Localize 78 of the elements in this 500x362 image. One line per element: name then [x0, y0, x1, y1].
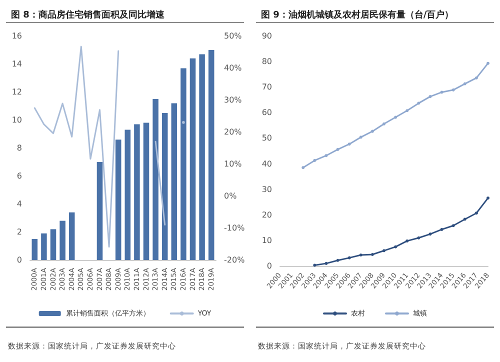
point: [324, 262, 328, 265]
line-series: [302, 62, 490, 170]
bar: [208, 50, 214, 260]
bar: [32, 239, 38, 260]
y-tick-label: 2: [16, 228, 22, 236]
y-tick-label: 12: [12, 88, 22, 96]
point: [463, 218, 466, 221]
point: [348, 256, 351, 260]
bar: [171, 103, 178, 260]
point: [428, 232, 432, 236]
bar: [190, 58, 196, 260]
point: [336, 258, 340, 262]
point: [417, 102, 420, 105]
point: [382, 249, 386, 252]
bar: [96, 162, 103, 260]
bar: [152, 99, 158, 260]
point: [359, 254, 362, 257]
bar: [124, 130, 131, 260]
point: [474, 76, 478, 80]
y-tick-label: 20: [262, 210, 272, 220]
y-tick-label: 40: [262, 159, 272, 168]
y2-tick-label: 20%: [224, 128, 242, 136]
y-tick-label: 14: [12, 60, 22, 68]
bar: [162, 113, 168, 260]
y2-tick-label: 0%: [224, 192, 238, 200]
bar: [68, 212, 75, 260]
y2-tick-label: 50%: [224, 32, 242, 40]
y-tick-label: 0: [16, 256, 22, 264]
y-tick-label: 4: [16, 200, 22, 208]
point: [348, 142, 351, 146]
y2-tick-label: 10%: [224, 160, 242, 168]
y2-tick-label: -10%: [224, 224, 246, 232]
point: [463, 82, 466, 86]
point: [302, 166, 305, 170]
y-tick-label: 70: [262, 82, 272, 92]
y-tick-label: 0: [266, 262, 272, 270]
line-series: [313, 196, 490, 267]
point: [428, 95, 432, 98]
point: [406, 239, 409, 242]
bar: [143, 122, 150, 260]
point: [452, 224, 455, 228]
y-tick-label: 10: [12, 116, 22, 124]
y-tick-label: 16: [12, 32, 22, 40]
y2-tick-label: 40%: [224, 64, 242, 72]
point: [370, 130, 374, 133]
chart-title: 图 9：油烟机城镇及农村居民保有量（台/百户）: [261, 10, 454, 20]
bar: [115, 140, 122, 260]
y-tick-label: 6: [16, 172, 22, 180]
bar: [134, 124, 140, 260]
point: [382, 122, 386, 126]
y-tick-label: 50: [262, 134, 272, 143]
point: [324, 154, 328, 158]
point: [394, 116, 398, 119]
point: [359, 136, 362, 139]
chart-title: 图 8：商品房住宅销售面积及同比增速: [11, 10, 166, 20]
point: [440, 228, 444, 231]
bar: [180, 68, 186, 260]
point: [313, 158, 316, 162]
bar: [199, 54, 205, 260]
y-tick-label: 80: [262, 57, 272, 66]
bar: [60, 220, 66, 260]
y-tick-label: 8: [16, 144, 22, 152]
bar: [41, 233, 47, 260]
point: [406, 109, 409, 112]
y2-tick-label: 30%: [224, 96, 242, 104]
point: [474, 212, 478, 215]
y2-tick-label: -20%: [224, 256, 246, 264]
point: [417, 236, 420, 240]
bar: [50, 229, 56, 260]
point: [452, 88, 455, 92]
point: [486, 62, 490, 65]
y-tick-label: 90: [262, 32, 272, 40]
point: [440, 90, 444, 94]
point: [336, 148, 340, 151]
y-tick-label: 10: [262, 236, 272, 245]
y-tick-label: 60: [262, 108, 272, 118]
point: [394, 245, 398, 248]
y-tick-label: 30: [262, 184, 272, 194]
